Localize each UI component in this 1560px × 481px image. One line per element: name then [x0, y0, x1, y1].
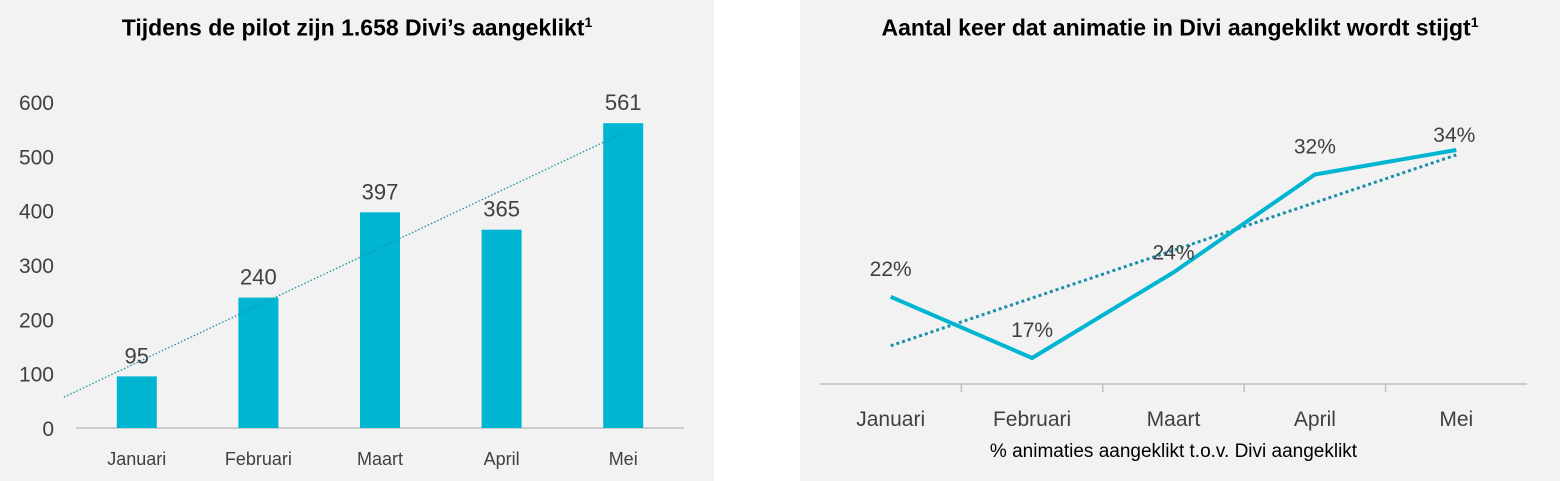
bar-chart-title-text: Tijdens de pilot zijn 1.658 Divi’s aange…: [121, 14, 585, 41]
bar: [481, 229, 522, 428]
bar: [116, 376, 157, 428]
bar: [238, 297, 279, 428]
data-label: 24%: [1152, 241, 1194, 264]
bar-chart-title: Tijdens de pilot zijn 1.658 Divi’s aange…: [0, 14, 714, 42]
line-chart-title: Aantal keer dat animatie in Divi aangekl…: [800, 14, 1560, 42]
data-label: 22%: [870, 258, 912, 281]
bar-chart-panel: Tijdens de pilot zijn 1.658 Divi’s aange…: [0, 0, 714, 481]
x-tick-label: April: [1294, 408, 1336, 431]
y-tick-label: 500: [19, 146, 54, 169]
x-tick-label: Mei: [1439, 408, 1473, 431]
data-label: 95: [125, 343, 149, 368]
x-tick-label: Mei: [609, 449, 638, 469]
data-label: 240: [240, 265, 277, 290]
data-label: 397: [362, 179, 399, 204]
data-label: 561: [605, 90, 642, 115]
y-tick-label: 200: [19, 309, 54, 332]
trendline: [63, 132, 624, 398]
x-tick-label: Februari: [225, 449, 292, 469]
bar-chart: 0 100 200 300 400 500 600 95 Januari 240 Februari 3…: [19, 90, 684, 469]
bar: [360, 212, 400, 428]
data-label: 32%: [1294, 135, 1336, 158]
line-chart-title-text: Aantal keer dat animatie in Divi aangekl…: [881, 14, 1471, 41]
y-tick-label: 600: [19, 92, 54, 115]
x-tick-label: Februari: [993, 408, 1071, 431]
bar: [603, 123, 644, 428]
data-label: 365: [483, 197, 520, 222]
series-line: [889, 148, 1457, 360]
x-tick-label: Maart: [1147, 408, 1201, 431]
bar-chart-title-footnote: 1: [584, 14, 593, 30]
data-label: 34%: [1433, 124, 1475, 147]
x-tick-label: April: [484, 449, 520, 469]
line-chart-panel: Aantal keer dat animatie in Divi aangekl…: [800, 0, 1560, 481]
y-tick-label: 0: [42, 418, 54, 441]
y-tick-label: 300: [19, 255, 54, 278]
x-tick-label: Maart: [357, 449, 403, 469]
data-label: 17%: [1011, 319, 1053, 342]
y-tick-label: 100: [19, 364, 54, 387]
y-tick-label: 400: [19, 201, 54, 224]
line-chart: 22% Januari 17% Februari 24% Maart 32% April 34%…: [820, 124, 1527, 462]
x-tick-label: Januari: [107, 449, 166, 469]
x-axis-title: % animaties aangeklikt t.o.v. Divi aange…: [990, 441, 1358, 462]
x-tick-label: Januari: [856, 408, 925, 431]
line-chart-title-footnote: 1: [1470, 14, 1479, 30]
